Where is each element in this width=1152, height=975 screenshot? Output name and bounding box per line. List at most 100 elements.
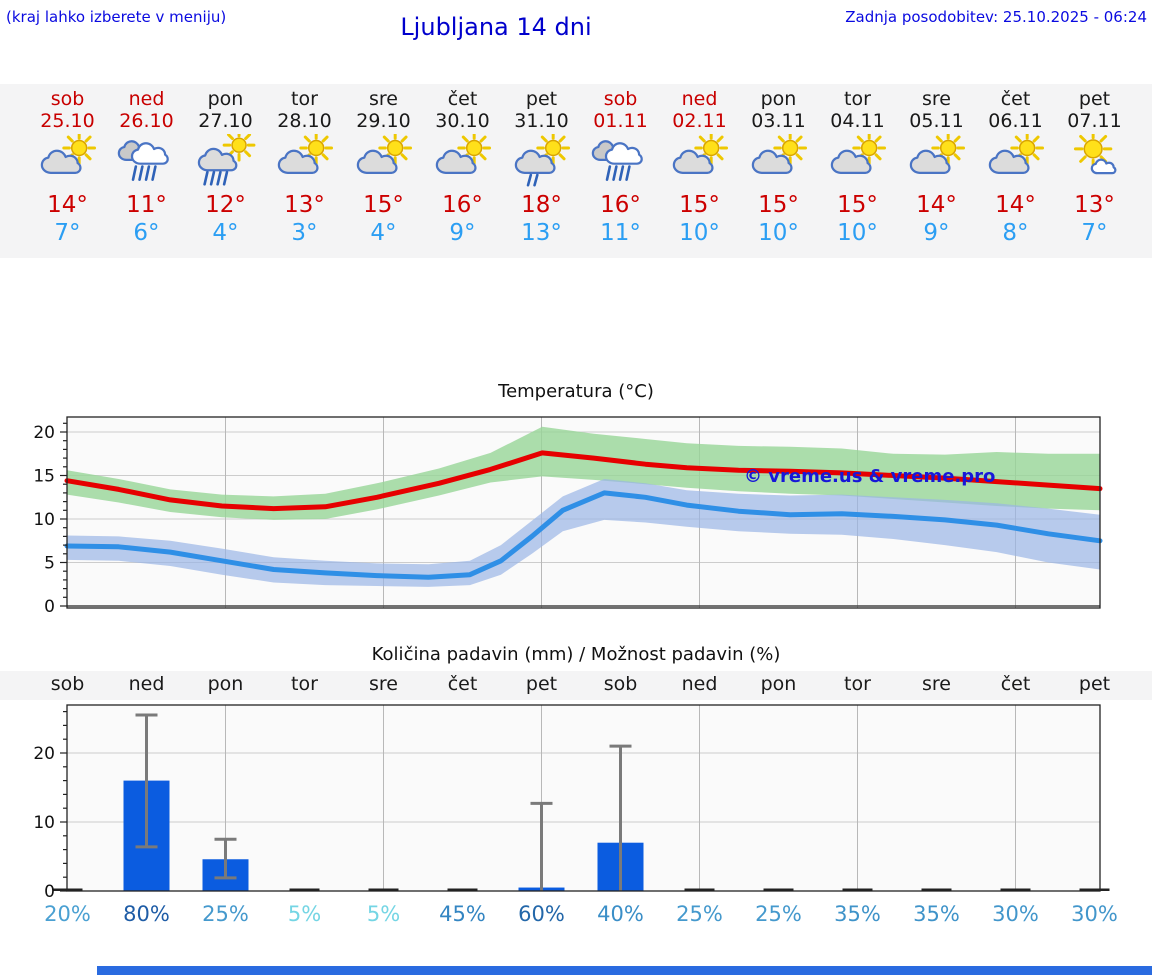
day-column: čet 30.10 16° 9° — [423, 84, 502, 258]
raindrop-shape — [209, 170, 215, 186]
day-high-temp: 15° — [837, 192, 878, 218]
cloud-shape — [751, 149, 793, 174]
pop-percent: 60% — [518, 902, 565, 926]
temp-chart-svg: 0 5 10 15 20 — [33, 416, 1103, 617]
weather-icon — [196, 128, 256, 188]
raindrop-shape — [131, 165, 137, 181]
temp-chart-title: Temperatura (°C) — [498, 381, 654, 402]
partly-cloudy-icon — [435, 131, 491, 174]
day-date: 27.10 — [198, 110, 253, 132]
day-name: pet — [1078, 88, 1111, 110]
day-name: sre — [369, 88, 398, 110]
precip-day-label: tor — [291, 673, 318, 695]
min-temp-line — [64, 490, 1103, 580]
rain-icon — [591, 140, 643, 181]
cloud-shape — [988, 149, 1030, 174]
precip-trace-mark — [289, 888, 320, 891]
day-name: pon — [207, 88, 244, 110]
day-column: pon 03.11 15° 10° — [739, 84, 818, 258]
uncertainty-band — [67, 426, 1100, 520]
precip-trace-mark — [1079, 888, 1110, 891]
day-low-temp: 3° — [291, 220, 318, 246]
temp-ytick-label: 20 — [33, 423, 55, 443]
last-updated: Zadnja posodobitev: 25.10.2025 - 06:24 — [845, 8, 1147, 26]
raindrop-shape — [144, 165, 150, 181]
precip-day-labels: sob ned pon tor sre čet pet sob ned pon tor sre čet p… — [0, 671, 1152, 700]
day-column: tor 04.11 15° 10° — [818, 84, 897, 258]
cloud-shape — [130, 142, 169, 165]
cloud-shape — [197, 147, 237, 172]
day-name: tor — [291, 88, 318, 110]
precip-day-label: sob — [603, 673, 638, 695]
raindrop-shape — [215, 170, 222, 186]
partly-cloudy-icon — [830, 131, 886, 174]
raindrop-shape — [150, 165, 157, 181]
day-date: 25.10 — [40, 110, 95, 132]
day-low-temp: 4° — [212, 220, 239, 246]
day-high-temp: 13° — [284, 192, 325, 218]
day-high-temp: 15° — [679, 192, 720, 218]
weather-icon — [275, 131, 335, 188]
day-date: 03.11 — [751, 110, 806, 132]
day-name: sob — [603, 88, 638, 110]
weather-icon — [433, 131, 493, 188]
cloud-shape — [356, 149, 398, 174]
sun-shape — [930, 131, 965, 165]
sun-shape — [1073, 129, 1112, 169]
day-high-temp: 14° — [47, 192, 88, 218]
cloud-shape — [1090, 158, 1116, 175]
day-date: 02.11 — [672, 110, 727, 132]
precip-day-label: sre — [369, 673, 398, 695]
precip-day-label: ned — [681, 673, 718, 695]
pop-percent: 5% — [287, 902, 322, 926]
precip-day-label: čet — [1000, 673, 1031, 695]
cloud-shape — [277, 149, 319, 174]
day-date: 28.10 — [277, 110, 332, 132]
max-temp-line — [64, 450, 1103, 512]
day-high-temp: 16° — [600, 192, 641, 218]
cloud-shape — [672, 149, 714, 174]
cloud-shape — [909, 149, 951, 174]
day-high-temp: 18° — [521, 192, 562, 218]
temp-ytick-label: 0 — [44, 597, 55, 617]
weather-icon — [907, 131, 967, 188]
day-high-temp: 11° — [126, 192, 167, 218]
day-name: čet — [447, 88, 478, 110]
day-date: 05.11 — [909, 110, 964, 132]
day-low-temp: 6° — [133, 220, 160, 246]
pop-row: 20% 80% 25% 5% 5% 45% 60% 40% 25% 25% 35% 35% 30% 30% — [0, 902, 1152, 934]
precip-day-label: pon — [207, 673, 244, 695]
day-low-temp: 10° — [679, 220, 720, 246]
mostly-sunny-icon — [1073, 129, 1116, 175]
pop-percent: 80% — [123, 902, 170, 926]
uncertainty-band — [67, 479, 1100, 587]
day-low-temp: 9° — [923, 220, 950, 246]
partly-cloudy-icon — [909, 131, 965, 174]
day-high-temp: 15° — [758, 192, 799, 218]
day-high-temp: 14° — [995, 192, 1036, 218]
raindrop-shape — [222, 170, 228, 186]
raindrop-shape — [137, 165, 144, 181]
precip-day-label: sre — [922, 673, 951, 695]
cloud-shape — [604, 142, 643, 165]
day-date: 31.10 — [514, 110, 569, 132]
precip-day-label: tor — [844, 673, 871, 695]
pop-percent: 45% — [439, 902, 486, 926]
day-column: pet 31.10 18° 13° — [502, 84, 581, 258]
precip-chart-svg: 0 10 20 — [33, 704, 1110, 900]
precip-ytick-label: 10 — [33, 813, 55, 833]
day-column: ned 26.10 11° 6° — [107, 84, 186, 258]
day-low-temp: 4° — [370, 220, 397, 246]
pop-percent: 30% — [1071, 902, 1118, 926]
day-high-temp: 12° — [205, 192, 246, 218]
day-date: 04.11 — [830, 110, 885, 132]
day-name: ned — [681, 88, 718, 110]
weather-icon — [512, 131, 572, 188]
rain-icon — [117, 140, 169, 181]
precip-trace-mark — [1000, 888, 1031, 891]
weather-icon — [38, 131, 98, 188]
day-name: sre — [922, 88, 951, 110]
precip-day-label: čet — [447, 673, 478, 695]
day-name: pon — [760, 88, 797, 110]
